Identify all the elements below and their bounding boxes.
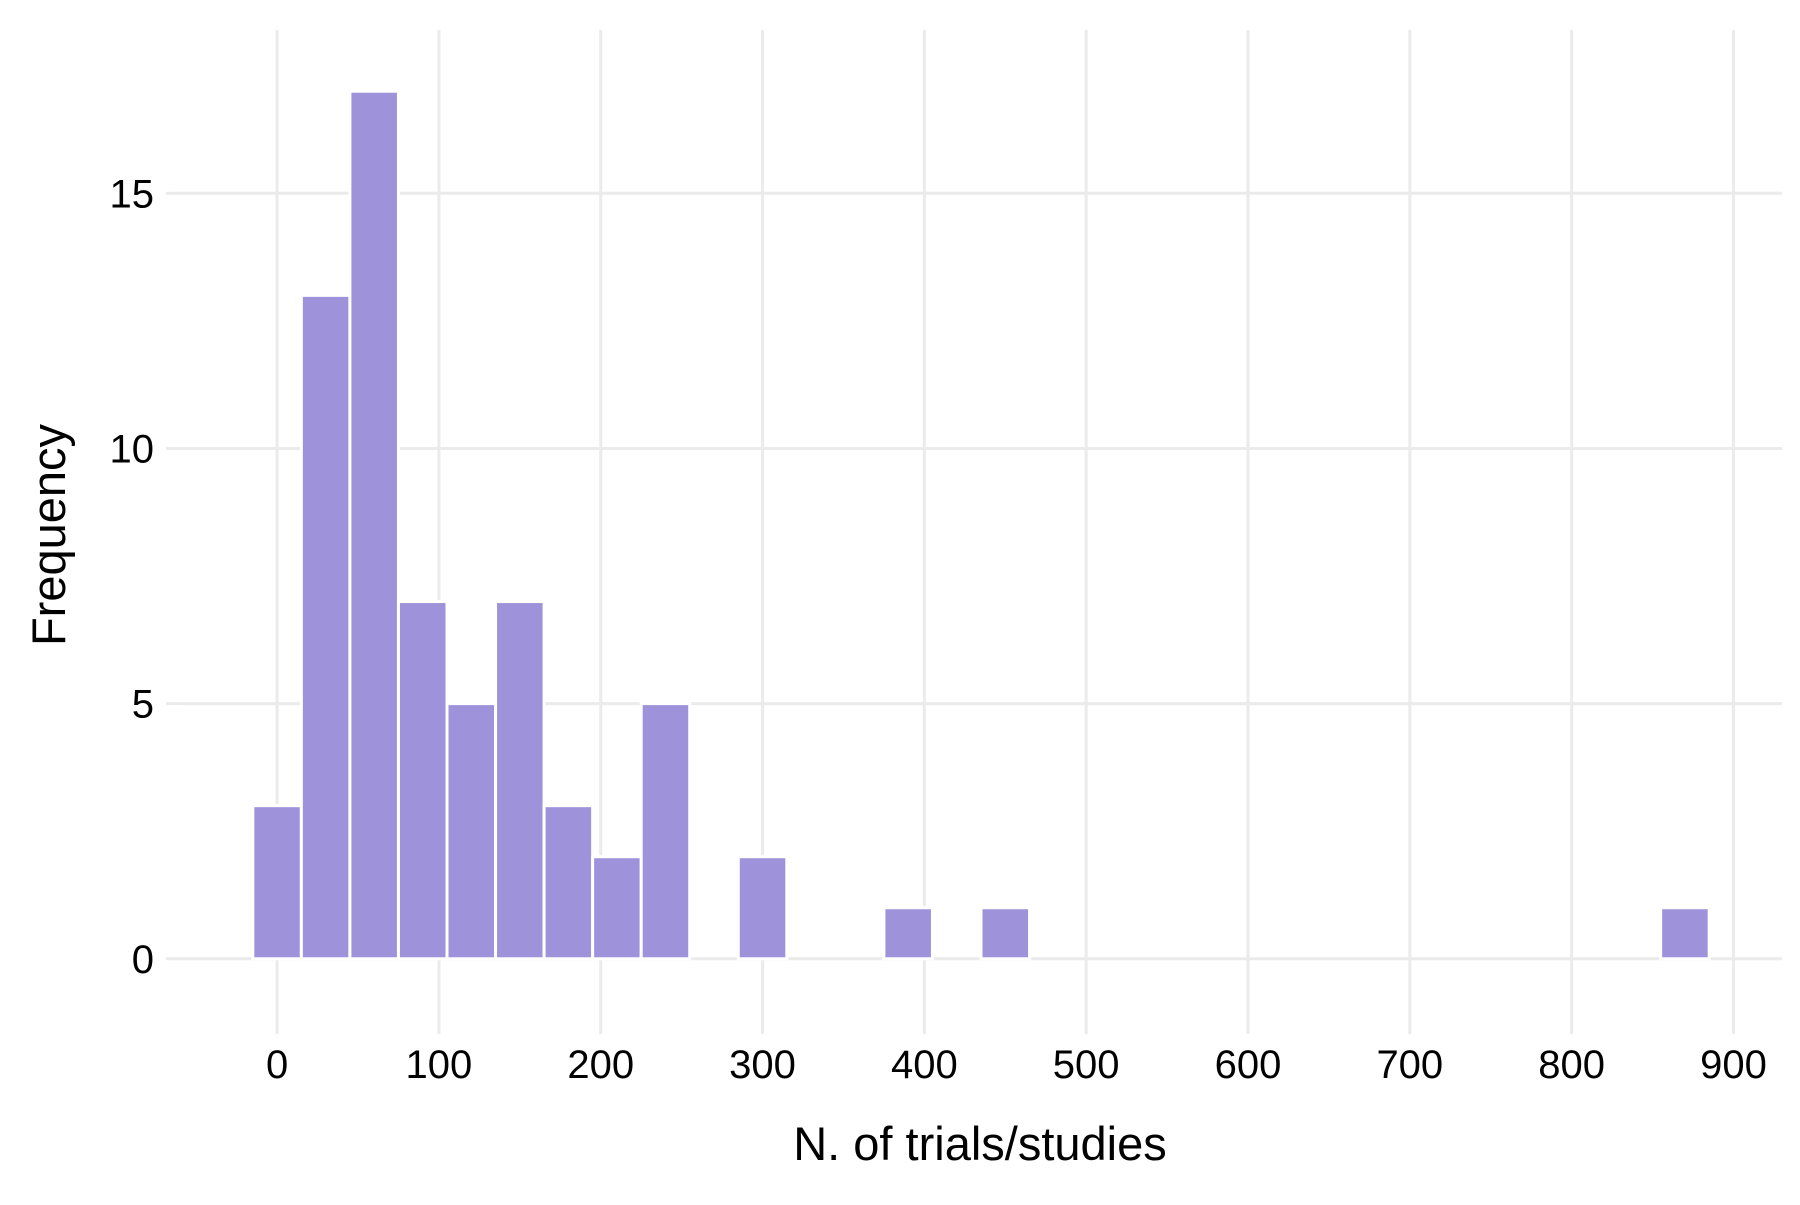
y-tick-label-0: 0 — [132, 938, 154, 982]
histogram-bar-30 — [299, 293, 352, 961]
histogram-bars — [251, 89, 1711, 961]
histogram-bar-870 — [1659, 906, 1711, 961]
x-tick-label-200: 200 — [567, 1043, 634, 1087]
histogram-bar-390 — [882, 906, 934, 961]
x-tick-label-900: 900 — [1700, 1043, 1767, 1087]
histogram-bar-150 — [494, 600, 546, 961]
x-axis-title: N. of trials/studies — [793, 1117, 1167, 1170]
histogram-bar-240 — [639, 702, 692, 961]
y-tick-label-5: 5 — [132, 683, 154, 727]
y-tick-labels: 0 5 10 15 — [110, 172, 155, 981]
histogram-bar-60 — [348, 89, 400, 961]
y-axis-title: Frequency — [22, 423, 75, 646]
y-tick-label-10: 10 — [110, 427, 155, 471]
x-tick-labels: 0 100 200 300 400 500 600 700 800 900 — [266, 1043, 1767, 1087]
histogram-bar-90 — [396, 600, 449, 961]
histogram-bar-300 — [736, 855, 789, 961]
histogram-bar-120 — [445, 702, 498, 961]
histogram-bar-450 — [979, 906, 1032, 961]
histogram-bar-0 — [251, 804, 303, 961]
x-tick-label-300: 300 — [729, 1043, 796, 1087]
x-tick-label-800: 800 — [1538, 1043, 1605, 1087]
x-tick-label-0: 0 — [266, 1043, 288, 1087]
histogram-bar-180 — [542, 804, 595, 961]
histogram-bar-210 — [591, 855, 643, 961]
x-tick-label-600: 600 — [1215, 1043, 1282, 1087]
x-tick-label-500: 500 — [1053, 1043, 1120, 1087]
x-tick-label-100: 100 — [406, 1043, 473, 1087]
grid-lines — [180, 30, 1782, 1020]
x-tick-label-400: 400 — [891, 1043, 958, 1087]
y-tick-label-15: 15 — [110, 172, 155, 216]
axis-ticks — [166, 191, 1735, 1034]
x-tick-label-700: 700 — [1376, 1043, 1443, 1087]
